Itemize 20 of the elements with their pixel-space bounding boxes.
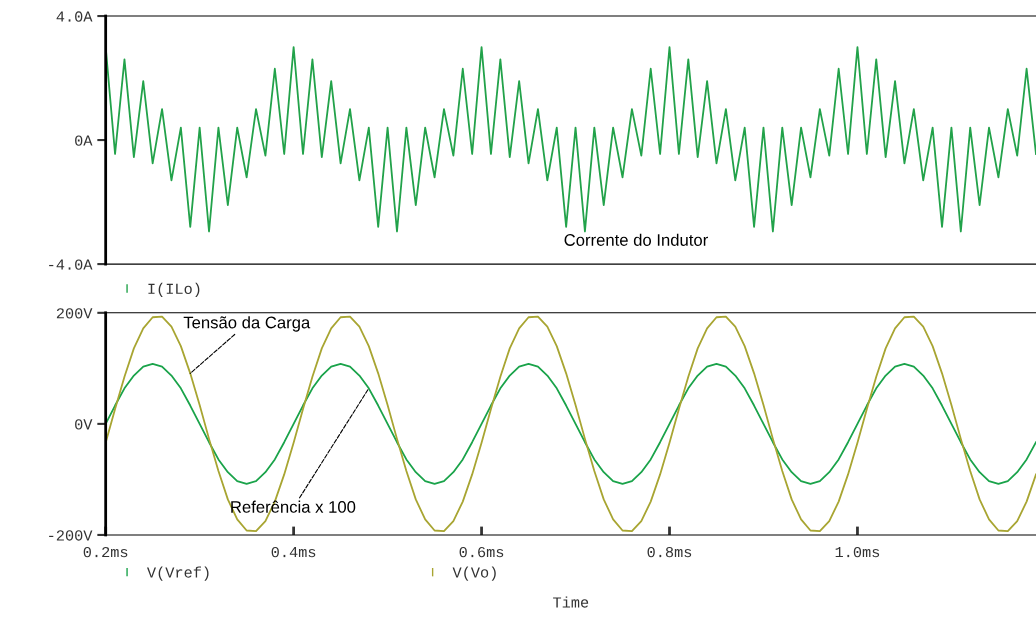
legend-label: V(Vref) <box>147 566 209 581</box>
legend-label: V(Vo) <box>452 566 496 581</box>
line-series <box>105 363 1036 485</box>
x-tick-label: 0.2ms <box>83 546 128 558</box>
y-tick-label: 4.0A <box>56 11 93 22</box>
annotation: Corrente do Indutor <box>564 233 708 246</box>
x-axis-title: Time <box>553 596 589 608</box>
y-tick-label: 0A <box>75 135 93 146</box>
legend-label: I(ILo) <box>148 282 200 298</box>
y-tick-label: -4.0A <box>49 259 93 270</box>
x-tick-label: 0.4ms <box>271 546 316 558</box>
y-tick-label: 200V <box>56 308 93 319</box>
x-tick-label: 0.6ms <box>459 546 504 558</box>
y-tick-label: 0V <box>75 419 93 430</box>
y-tick-label: -200V <box>49 530 93 541</box>
x-tick-label: 1.0ms <box>835 546 880 558</box>
line-series <box>105 315 1036 532</box>
line-series <box>105 46 1036 233</box>
x-tick-label: 0.8ms <box>647 546 692 558</box>
annotation: Tensão da Carga <box>183 316 311 332</box>
